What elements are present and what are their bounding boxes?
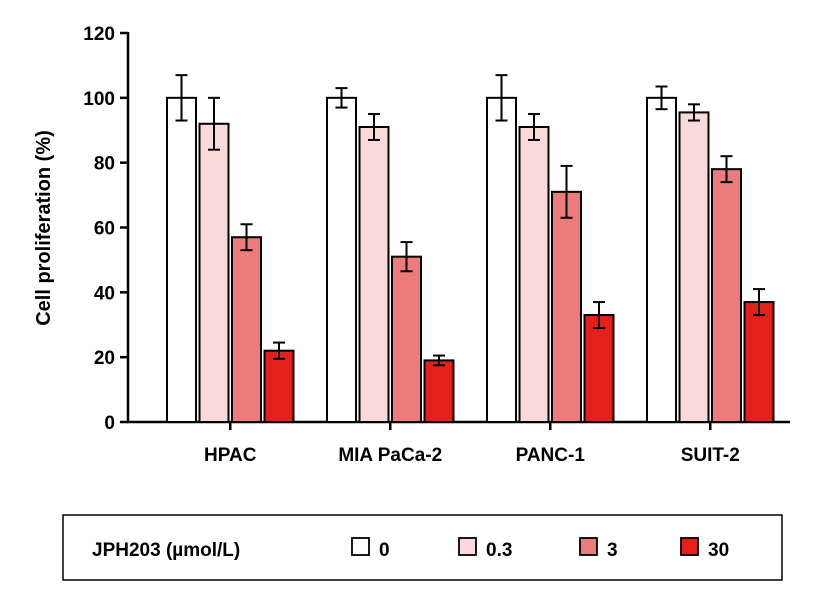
legend-label: 0.3 [486,540,512,561]
y-tick-label: 60 [94,219,115,240]
bar [423,359,455,423]
bar [551,190,582,423]
bar [583,314,615,423]
bar [166,96,197,423]
legend-title: JPH203 (µmol/L) [92,540,240,561]
x-tick-label: SUIT-2 [681,445,740,466]
y-tick-label: 100 [83,89,115,110]
bar [743,301,775,423]
legend-label: 30 [708,540,729,561]
x-tick-label: PANC-1 [516,445,586,466]
bar [231,236,262,423]
bar [711,168,742,423]
legend-label: 3 [607,540,618,561]
y-tick-label: 120 [83,24,115,45]
bar [263,349,295,423]
bar [486,96,517,423]
y-tick-label: 80 [94,154,115,175]
bar [678,111,710,423]
bar [326,96,357,423]
legend-swatch [458,537,477,556]
x-tick-label: HPAC [204,445,257,466]
bar [391,255,422,423]
legend-swatch [579,537,598,556]
bar [198,122,230,424]
bar [646,96,677,423]
y-tick-label: 20 [94,348,115,369]
bar [358,126,390,423]
legend-swatch [351,537,370,556]
legend-swatch [680,537,699,556]
x-tick-label: MIA PaCa-2 [338,445,442,466]
y-axis-label: Cell proliferation (%) [33,130,55,326]
y-tick-label: 40 [94,283,115,304]
bar [518,126,550,423]
legend-label: 0 [379,540,390,561]
y-tick-label: 0 [104,413,115,434]
legend-box [62,514,783,581]
